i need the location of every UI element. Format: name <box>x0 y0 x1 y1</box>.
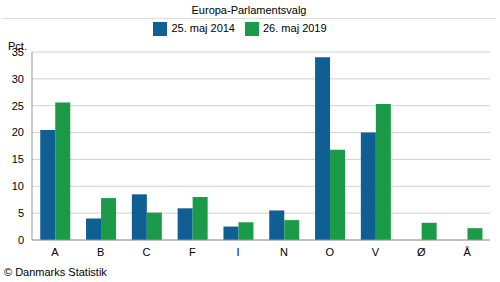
svg-text:0: 0 <box>18 234 24 246</box>
svg-text:15: 15 <box>12 153 24 165</box>
svg-text:N: N <box>280 246 288 258</box>
svg-text:20: 20 <box>12 126 24 138</box>
svg-text:B: B <box>97 246 104 258</box>
svg-text:25: 25 <box>12 100 24 112</box>
svg-text:A: A <box>51 246 59 258</box>
svg-text:Ø: Ø <box>417 246 426 258</box>
svg-text:I: I <box>237 246 240 258</box>
svg-text:Å: Å <box>463 246 471 258</box>
svg-text:V: V <box>372 246 380 258</box>
svg-text:C: C <box>143 246 151 258</box>
svg-text:30: 30 <box>12 73 24 85</box>
svg-text:5: 5 <box>18 207 24 219</box>
svg-text:F: F <box>189 246 196 258</box>
svg-text:35: 35 <box>12 46 24 58</box>
svg-text:10: 10 <box>12 180 24 192</box>
svg-text:O: O <box>325 246 334 258</box>
